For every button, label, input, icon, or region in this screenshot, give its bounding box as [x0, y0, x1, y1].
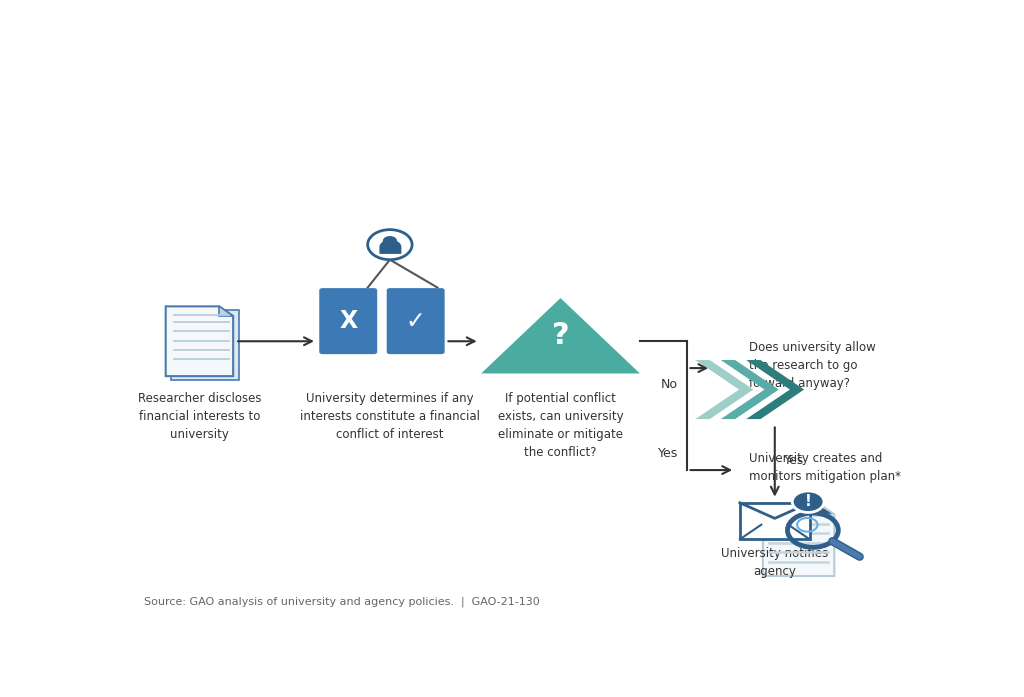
Polygon shape [721, 360, 779, 419]
Text: Yes: Yes [657, 447, 678, 461]
Text: University determines if any
interests constitute a financial
conflict of intere: University determines if any interests c… [300, 392, 480, 441]
Polygon shape [481, 298, 640, 374]
Text: No: No [660, 378, 678, 391]
Polygon shape [219, 307, 233, 316]
Text: University creates and
monitors mitigation plan*: University creates and monitors mitigati… [749, 452, 900, 483]
Text: ?: ? [552, 321, 569, 351]
Polygon shape [763, 504, 835, 576]
Text: Source: GAO analysis of university and agency policies.  |  GAO-21-130: Source: GAO analysis of university and a… [143, 597, 540, 607]
FancyBboxPatch shape [319, 288, 377, 354]
Circle shape [383, 236, 397, 246]
FancyBboxPatch shape [387, 288, 444, 354]
Text: If potential conflict
exists, can university
eliminate or mitigate
the conflict?: If potential conflict exists, can univer… [498, 392, 624, 459]
Text: ✓: ✓ [406, 309, 426, 333]
Text: !: ! [805, 494, 812, 510]
Polygon shape [746, 360, 804, 419]
Circle shape [368, 229, 412, 260]
Circle shape [793, 491, 824, 512]
Polygon shape [695, 360, 754, 419]
Text: University notifies
agency: University notifies agency [721, 547, 828, 578]
Text: X: X [339, 309, 357, 333]
Text: Yes: Yes [784, 454, 805, 467]
Polygon shape [818, 504, 835, 514]
FancyBboxPatch shape [171, 310, 239, 380]
Polygon shape [166, 307, 233, 376]
Text: Researcher discloses
financial interests to
university: Researcher discloses financial interests… [137, 392, 261, 441]
Text: Does university allow
the research to go
forward anyway?: Does university allow the research to go… [749, 341, 876, 390]
Polygon shape [740, 503, 810, 539]
